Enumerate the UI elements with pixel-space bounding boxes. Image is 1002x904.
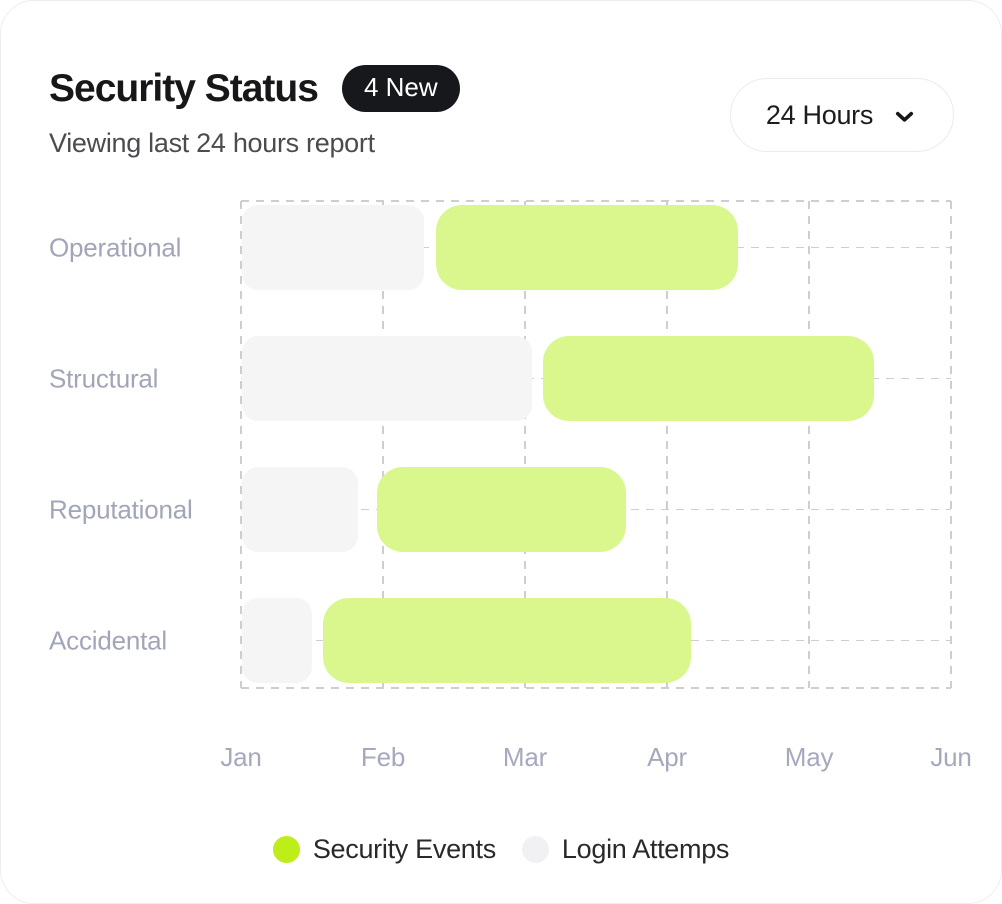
- login-attempts-bar[interactable]: [242, 467, 358, 552]
- page-title: Security Status: [49, 66, 319, 110]
- security-events-bar[interactable]: [323, 598, 691, 683]
- legend-item-login-attemps[interactable]: Login Attemps: [521, 834, 730, 865]
- x-axis-tick-label: Mar: [502, 742, 548, 772]
- gridline-horizontal: [241, 200, 951, 202]
- gridline-vertical: [950, 201, 952, 688]
- security-events-bar[interactable]: [543, 336, 874, 421]
- legend-label: Login Attemps: [561, 834, 730, 864]
- legend-label: Security Events: [312, 834, 496, 864]
- new-count-badge: 4 New: [341, 65, 460, 112]
- x-axis-tick-label: Jun: [930, 742, 972, 772]
- login-attempts-bar[interactable]: [242, 336, 532, 421]
- report-subtitle: Viewing last 24 hours report: [49, 128, 375, 158]
- gridline-vertical: [382, 201, 384, 688]
- login-attempts-bar[interactable]: [242, 205, 424, 290]
- legend-item-security-events[interactable]: Security Events: [272, 834, 496, 865]
- title-row: Security Status 4 New: [49, 65, 460, 112]
- security-events-dot-icon: [272, 836, 300, 863]
- security-events-bar[interactable]: [377, 467, 626, 552]
- gridline-vertical: [240, 201, 242, 688]
- row-category-label: Structural: [49, 363, 159, 393]
- chart-legend: Security Events Login Attemps: [1, 834, 1001, 865]
- x-axis-tick-label: Apr: [647, 742, 687, 772]
- period-dropdown-value: 24 Hours: [765, 99, 874, 130]
- login-attempts-bar[interactable]: [242, 598, 312, 683]
- row-category-label: Reputational: [49, 494, 193, 524]
- row-category-label: Accidental: [49, 625, 167, 655]
- security-events-bar[interactable]: [436, 205, 738, 290]
- gridline-vertical: [524, 201, 526, 688]
- chevron-down-icon: [891, 101, 918, 130]
- period-dropdown[interactable]: 24 Hours: [730, 78, 954, 152]
- x-axis-tick-label: Feb: [360, 742, 406, 772]
- gridline-horizontal: [241, 687, 951, 689]
- x-axis-tick-label: Jan: [220, 742, 262, 772]
- plot-area: [240, 200, 952, 689]
- gridline-vertical: [808, 201, 810, 688]
- row-category-label: Operational: [49, 232, 182, 262]
- card-header: Security Status 4 New Viewing last 24 ho…: [49, 65, 460, 159]
- login-attemps-dot-icon: [521, 836, 549, 863]
- gridline-vertical: [666, 201, 668, 688]
- x-axis-tick-label: May: [784, 742, 834, 772]
